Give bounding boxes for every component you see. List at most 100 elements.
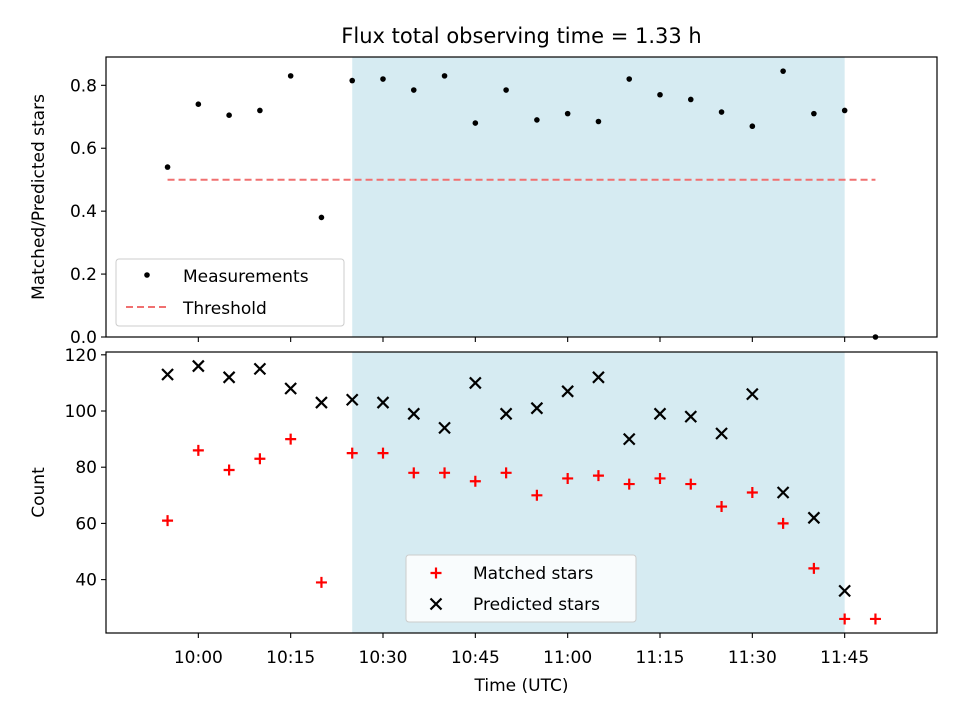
measurement-point: [349, 77, 356, 84]
matched-star-point: [469, 475, 481, 487]
measurement-point: [164, 164, 171, 170]
legend-threshold-label: Threshold: [182, 299, 267, 319]
matched-star-point: [192, 444, 204, 456]
bottom-xtick-label: 10:30: [359, 648, 408, 668]
matched-star-point: [500, 467, 512, 479]
bottom-xtick-label: 11:00: [543, 648, 592, 668]
measurement-point: [657, 91, 663, 98]
matched-star-point: [839, 613, 851, 625]
matched-star-point: [562, 472, 574, 484]
bottom-ytick-label: 120: [65, 346, 97, 366]
top-ytick-label: 0.2: [70, 265, 97, 285]
measurement-point: [718, 109, 725, 115]
predicted-star-point: [222, 371, 236, 384]
matched-star-point: [716, 501, 728, 513]
matched-star-point: [592, 470, 604, 482]
bottom-ylabel: Count: [29, 467, 49, 518]
measurement-point: [441, 73, 448, 79]
predicted-star-point: [684, 410, 698, 423]
top-ylabel: Matched/Predicted stars: [29, 94, 49, 300]
top-plot-frame: [105, 56, 938, 338]
predicted-star-point: [315, 396, 328, 409]
measurement-point: [287, 73, 294, 79]
bottom-plot-frame: [105, 351, 938, 634]
bottom-xtick-label: 10:00: [174, 648, 223, 668]
predicted-star-point: [530, 401, 544, 415]
matched-star-point: [285, 433, 297, 445]
measurement-point: [626, 76, 633, 82]
matched-star-point: [377, 447, 389, 459]
matched-star-point: [162, 515, 174, 527]
x-axis-label: Time (UTC): [474, 676, 569, 696]
top-ytick-label: 0.6: [70, 139, 97, 159]
measurement-point: [503, 87, 509, 93]
legend-predicted-marker: [429, 597, 443, 611]
predicted-star-point: [746, 387, 759, 401]
predicted-star-point: [253, 362, 267, 376]
predicted-star-point: [161, 368, 174, 381]
measurement-point: [318, 214, 325, 221]
predicted-star-point: [561, 385, 574, 398]
bottom-ytick-label: 100: [65, 402, 97, 422]
predicted-star-point: [469, 376, 482, 390]
legend-measurements-label: Measurements: [183, 267, 309, 287]
legend-matched-label: Matched stars: [473, 564, 593, 584]
top-ytick-label: 0.0: [70, 328, 97, 348]
predicted-star-point: [715, 427, 728, 440]
matched-star-point: [808, 562, 820, 574]
legend-matched-marker: [430, 567, 442, 579]
top-ytick-label: 0.4: [70, 202, 97, 222]
predicted-star-point: [192, 359, 205, 373]
measurement-point: [811, 110, 817, 117]
measurement-point: [410, 87, 417, 93]
matched-star-point: [685, 478, 697, 490]
bottom-xtick-label: 10:45: [451, 648, 500, 668]
predicted-star-point: [284, 382, 297, 395]
predicted-star-point: [499, 407, 513, 421]
bottom-xtick-label: 10:15: [266, 648, 315, 668]
measurement-point: [841, 107, 848, 114]
predicted-star-point: [345, 393, 359, 407]
top-ytick-label: 0.8: [70, 76, 97, 96]
measurement-point: [595, 118, 602, 125]
predicted-star-point: [653, 407, 667, 421]
matched-star-point: [746, 487, 758, 498]
matched-star-point: [408, 467, 420, 479]
predicted-star-point: [592, 371, 605, 384]
measurement-point: [195, 101, 202, 107]
measurement-point: [564, 110, 571, 117]
bottom-ytick-label: 40: [75, 571, 97, 591]
matched-star-point: [254, 453, 266, 465]
matched-star-point: [654, 472, 666, 484]
bottom-xtick-label: 11:15: [636, 648, 685, 668]
bottom-xtick-label: 11:30: [728, 648, 777, 668]
measurement-point: [472, 120, 479, 126]
matched-star-point: [623, 478, 635, 490]
measurement-point: [687, 96, 694, 103]
matched-star-point: [869, 613, 881, 625]
top-observing-window: [352, 57, 845, 337]
matched-star-point: [439, 467, 451, 479]
predicted-star-point: [438, 421, 451, 435]
measurement-point: [226, 112, 232, 119]
predicted-star-point: [838, 584, 851, 598]
predicted-star-point: [622, 432, 636, 446]
legend-measurements-marker: [144, 272, 150, 278]
measurement-point: [780, 68, 786, 74]
top-legend-box: [115, 258, 345, 327]
predicted-star-point: [807, 511, 821, 525]
predicted-star-point: [376, 396, 390, 409]
measurement-point: [749, 123, 756, 130]
measurement-point: [257, 107, 263, 114]
matched-star-point: [315, 576, 327, 588]
measurement-point: [534, 117, 540, 123]
chart-title: Flux total observing time = 1.33 h: [341, 24, 701, 48]
matched-star-point: [777, 517, 789, 529]
matched-star-point: [223, 464, 235, 476]
matched-star-point: [346, 447, 358, 459]
predicted-star-point: [407, 407, 421, 421]
bottom-legend-box: [405, 554, 637, 623]
bottom-ytick-label: 60: [75, 514, 97, 534]
